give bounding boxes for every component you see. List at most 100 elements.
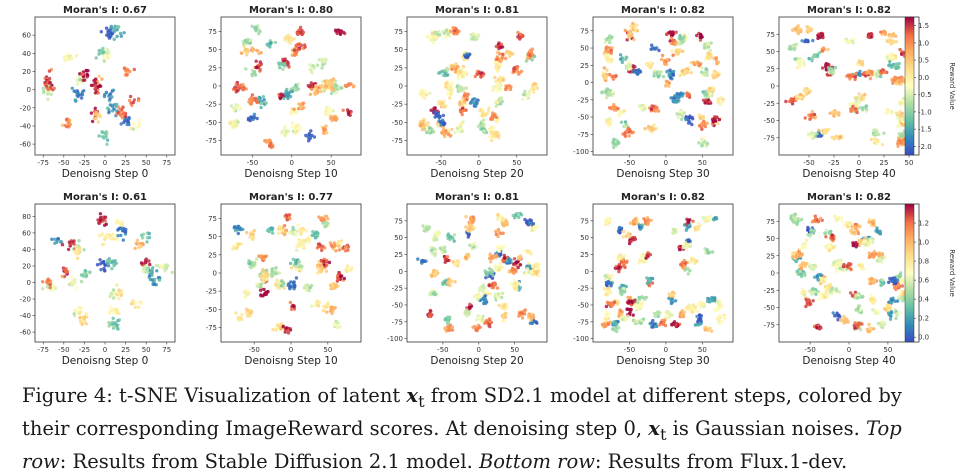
y-tick-label: -25 (206, 288, 217, 296)
x-tick-label: -75 (38, 346, 49, 354)
scatter-point (604, 41, 607, 44)
scatter-point (300, 231, 303, 234)
scatter-point (676, 112, 679, 115)
scatter-point (74, 99, 77, 102)
x-tick-label: 25 (121, 346, 130, 354)
scatter-point (236, 226, 239, 229)
scatter-point (140, 302, 143, 305)
scatter-point (607, 124, 610, 127)
scatter-point (610, 35, 613, 38)
scatter-point (97, 120, 100, 123)
scatter-point (146, 270, 149, 273)
scatter-point (865, 104, 868, 107)
scatter-point (449, 30, 452, 33)
scatter-point (99, 212, 102, 215)
scatter-point (325, 310, 328, 313)
scatter-point (105, 27, 108, 30)
scatter-point (530, 88, 533, 91)
scatter-point (835, 112, 838, 115)
scatter-point (316, 63, 319, 66)
scatter-point (884, 31, 887, 34)
scatter-point (813, 135, 816, 138)
scatter-point (666, 80, 669, 83)
scatter-point (640, 107, 643, 110)
scatter-point (700, 128, 703, 131)
y-tick-label: 0 (771, 83, 775, 91)
scatter-point (460, 122, 463, 125)
scatter-point (504, 57, 507, 60)
scatter-point (98, 258, 101, 261)
scatter-point (270, 275, 273, 278)
scatter-point (115, 283, 118, 286)
scatter-point (305, 229, 308, 232)
scatter-point (612, 140, 615, 143)
scatter-point (875, 75, 878, 78)
scatter-point (47, 278, 50, 281)
scatter-point (329, 307, 332, 310)
scatter-point (85, 73, 88, 76)
scatter-point (300, 268, 303, 271)
scatter-point (303, 45, 306, 48)
scatter-point (310, 81, 313, 84)
scatter-point (250, 102, 253, 105)
scatter-point (437, 30, 440, 33)
scatter-point (516, 31, 519, 34)
x-tick-label: 50 (698, 159, 707, 167)
scatter-point (489, 292, 492, 295)
scatter-point (645, 62, 648, 65)
scatter-point (118, 221, 121, 224)
scatter-point (113, 38, 116, 41)
scatter-point (317, 304, 320, 307)
scatter-point (264, 139, 267, 142)
scatter-point (135, 242, 138, 245)
scatter-point (122, 31, 125, 34)
scatter-point (307, 133, 310, 136)
scatter-point (790, 98, 793, 101)
scatter-point (526, 94, 529, 97)
scatter-point (287, 282, 290, 285)
panel-title: Moran's I: 0.81 (435, 192, 519, 203)
scatter-point (85, 69, 88, 72)
scatter-point (894, 67, 897, 70)
scatter-point (453, 239, 456, 242)
scatter-point (494, 61, 497, 64)
scatter-point (94, 86, 97, 89)
scatter-point (895, 40, 898, 43)
scatter-point (898, 132, 901, 135)
scatter-point (497, 62, 500, 65)
scatter-point (297, 244, 300, 247)
scatter-point (299, 26, 302, 29)
scatter-point (317, 245, 320, 248)
scatter-point (710, 41, 713, 44)
scatter-point (115, 293, 118, 296)
scatter-point (881, 143, 884, 146)
scatter-point (847, 41, 850, 44)
x-tick-label: -50 (624, 159, 635, 167)
scatter-point (888, 111, 891, 114)
scatter-point (896, 116, 899, 119)
scatter-point (249, 115, 252, 118)
scatter-point (651, 46, 654, 49)
scatter-point (275, 328, 278, 331)
scatter-point (281, 58, 284, 61)
scatter-point (703, 46, 706, 49)
y-tick-label: -50 (206, 119, 217, 127)
scatter-point (261, 268, 264, 271)
scatter-point (100, 77, 103, 80)
scatter-point (325, 270, 328, 273)
scatter-point (788, 47, 791, 50)
scatter-point (499, 80, 502, 83)
scatter-point (45, 84, 48, 87)
scatter-point (230, 104, 233, 107)
scatter-point (715, 56, 718, 59)
scatter-point (669, 96, 672, 99)
scatter-point (635, 24, 638, 27)
scatter-point (105, 223, 108, 226)
scatter-point (263, 98, 266, 101)
scatter-point (293, 54, 296, 57)
scatter-point (283, 36, 286, 39)
scatter-point (617, 113, 620, 116)
scatter-point (118, 318, 121, 321)
scatter-point (343, 277, 346, 280)
scatter-point (624, 29, 627, 32)
